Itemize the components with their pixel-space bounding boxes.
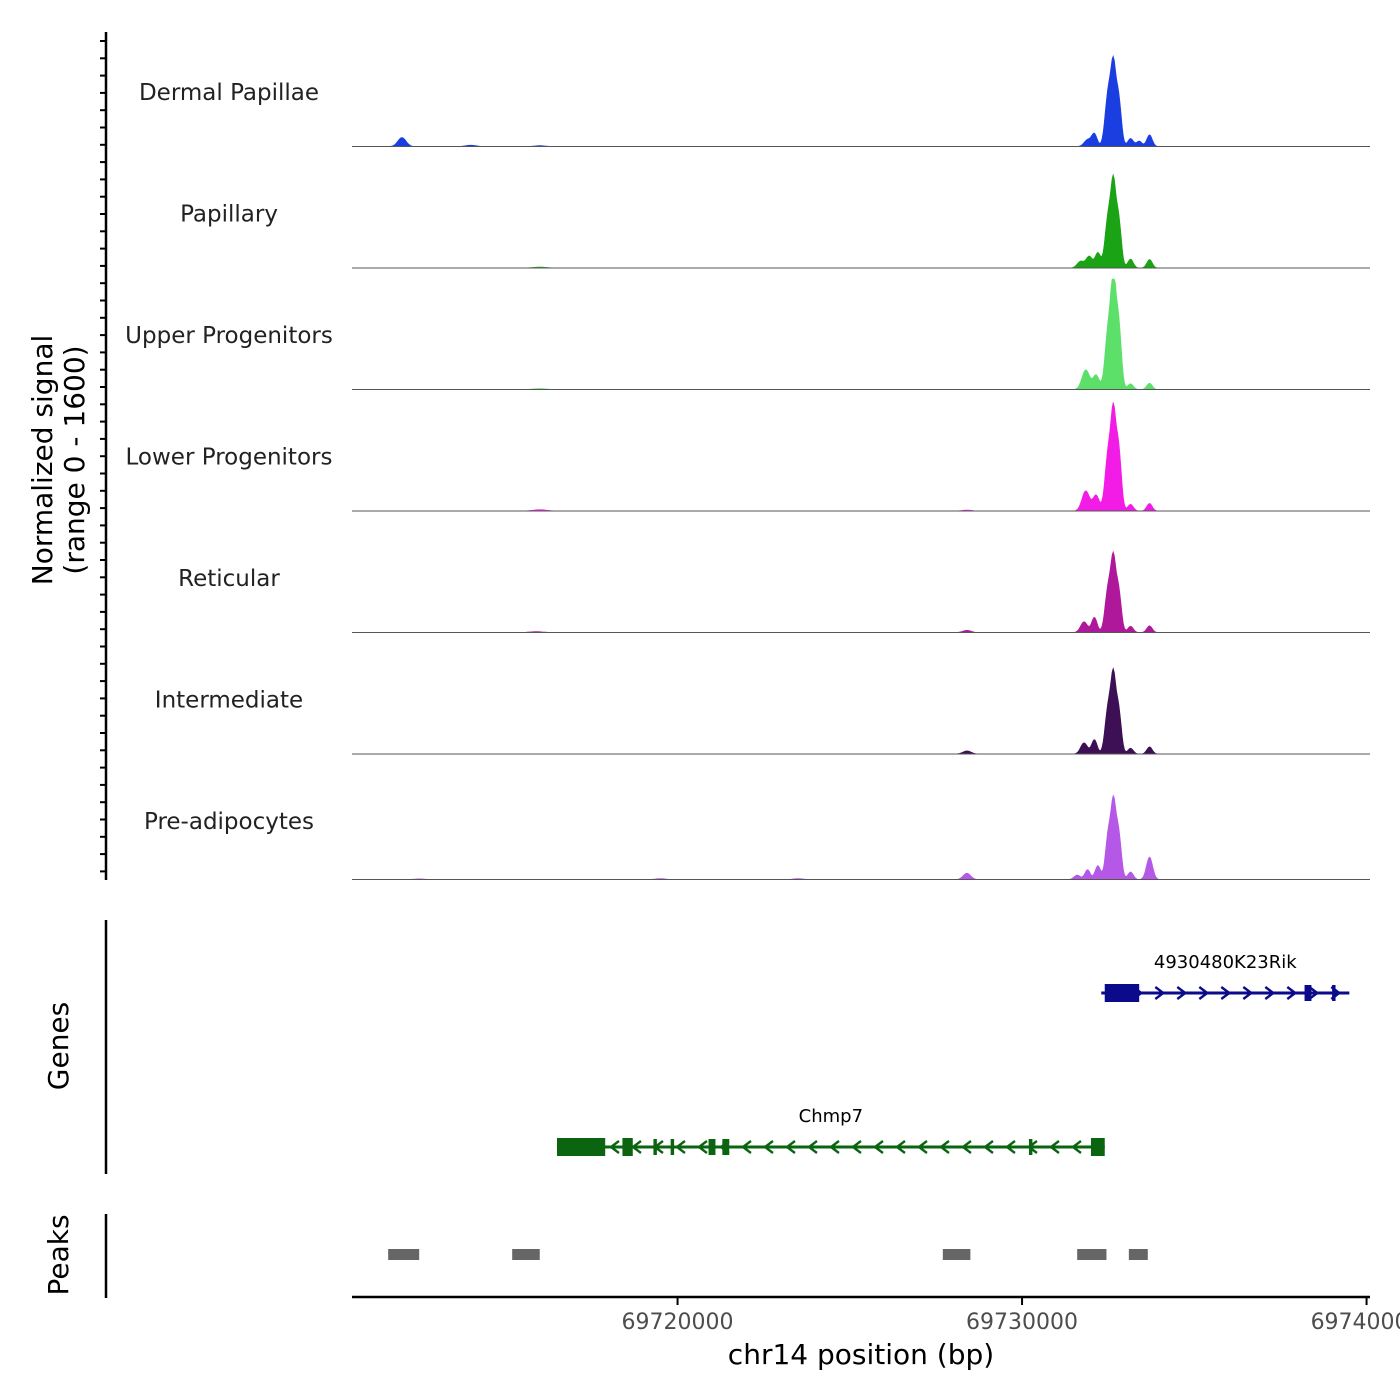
track-label: Dermal Papillae <box>139 80 319 106</box>
track-label: Upper Progenitors <box>125 323 333 349</box>
track-reticular: Reticular <box>178 550 1370 633</box>
strand-arrow <box>960 1140 972 1154</box>
signal-area <box>352 54 1370 147</box>
peaks-panel-label: Peaks <box>42 1214 75 1295</box>
strand-arrow <box>674 1140 686 1154</box>
gene-chmp7: Chmp7 <box>556 1106 1105 1156</box>
track-papillary: Papillary <box>180 173 1370 269</box>
strand-arrow <box>762 1140 774 1154</box>
track-upper-progenitors: Upper Progenitors <box>125 278 1370 390</box>
exon <box>653 1139 657 1155</box>
strand-arrow <box>894 1140 906 1154</box>
exon <box>1090 1138 1105 1156</box>
track-lower-progenitors: Lower Progenitors <box>126 402 1370 512</box>
strand-arrow <box>1004 1140 1016 1154</box>
strand-arrow <box>1286 986 1298 1000</box>
y-axis-label-line2: (range 0 - 1600) <box>58 345 91 574</box>
peak-region <box>1128 1249 1148 1260</box>
track-dermal-papillae: Dermal Papillae <box>139 54 1370 147</box>
strand-arrow <box>828 1140 840 1154</box>
x-axis-ticks: 69720000 69730000 69740000 <box>622 1297 1400 1335</box>
strand-arrow <box>784 1140 796 1154</box>
track-pre-adipocytes: Pre-adipocytes <box>144 794 1370 880</box>
coverage-tracks: Dermal Papillae Papillary Upper Progenitor… <box>125 54 1370 880</box>
strand-arrow <box>850 1140 862 1154</box>
peak-region <box>388 1249 420 1260</box>
peak-region <box>1077 1249 1107 1260</box>
signal-area <box>352 550 1370 633</box>
peak-region <box>942 1249 971 1260</box>
strand-arrow <box>608 1140 620 1154</box>
coverage-y-ticks <box>100 40 106 873</box>
strand-arrow <box>916 1140 928 1154</box>
strand-arrow <box>1308 986 1320 1000</box>
peak-region <box>512 1249 540 1260</box>
y-axis-label-line1: Normalized signal <box>26 335 59 586</box>
strand-arrow <box>1198 986 1210 1000</box>
track-label: Papillary <box>180 202 278 228</box>
track-label: Reticular <box>178 566 280 592</box>
strand-arrow <box>630 1140 642 1154</box>
exon <box>1332 985 1336 1001</box>
gene-name-label: 4930480K23Rik <box>1154 952 1297 973</box>
signal-area <box>352 667 1370 755</box>
peak-regions <box>388 1249 1148 1260</box>
exon <box>722 1139 730 1155</box>
strand-arrow <box>1070 1140 1082 1154</box>
strand-arrow <box>938 1140 950 1154</box>
strand-arrow <box>1220 986 1232 1000</box>
x-tick-label: 69720000 <box>622 1310 734 1335</box>
strand-arrow <box>872 1140 884 1154</box>
strand-arrow <box>982 1140 994 1154</box>
track-label: Lower Progenitors <box>126 445 333 471</box>
signal-area <box>352 278 1370 390</box>
gene-name-label: Chmp7 <box>799 1106 863 1127</box>
strand-arrow <box>740 1140 752 1154</box>
signal-area <box>352 794 1370 880</box>
track-label: Intermediate <box>155 688 303 714</box>
exon <box>670 1139 675 1155</box>
signal-area <box>352 402 1370 512</box>
exon <box>1304 985 1312 1001</box>
exon <box>556 1138 606 1156</box>
exon <box>622 1138 633 1156</box>
x-axis-label: chr14 position (bp) <box>728 1338 994 1371</box>
strand-arrow <box>1242 986 1254 1000</box>
strand-arrow <box>1048 1140 1060 1154</box>
strand-arrow <box>806 1140 818 1154</box>
strand-arrow <box>696 1140 708 1154</box>
strand-arrow <box>1176 986 1188 1000</box>
exon <box>1104 984 1140 1002</box>
gene-models: 4930480K23Rik Chmp7 <box>556 952 1350 1156</box>
track-intermediate: Intermediate <box>155 667 1370 755</box>
strand-arrow <box>1264 986 1276 1000</box>
x-tick-label: 69730000 <box>966 1310 1078 1335</box>
signal-area <box>352 173 1370 269</box>
gene-4930480k23rik: 4930480K23Rik <box>1101 952 1350 1002</box>
exon <box>1028 1139 1033 1155</box>
strand-arrow <box>1154 986 1166 1000</box>
genes-panel-label: Genes <box>42 1002 75 1090</box>
track-label: Pre-adipocytes <box>144 809 314 835</box>
exon <box>708 1139 716 1155</box>
x-tick-label: 69740000 <box>1311 1310 1400 1335</box>
